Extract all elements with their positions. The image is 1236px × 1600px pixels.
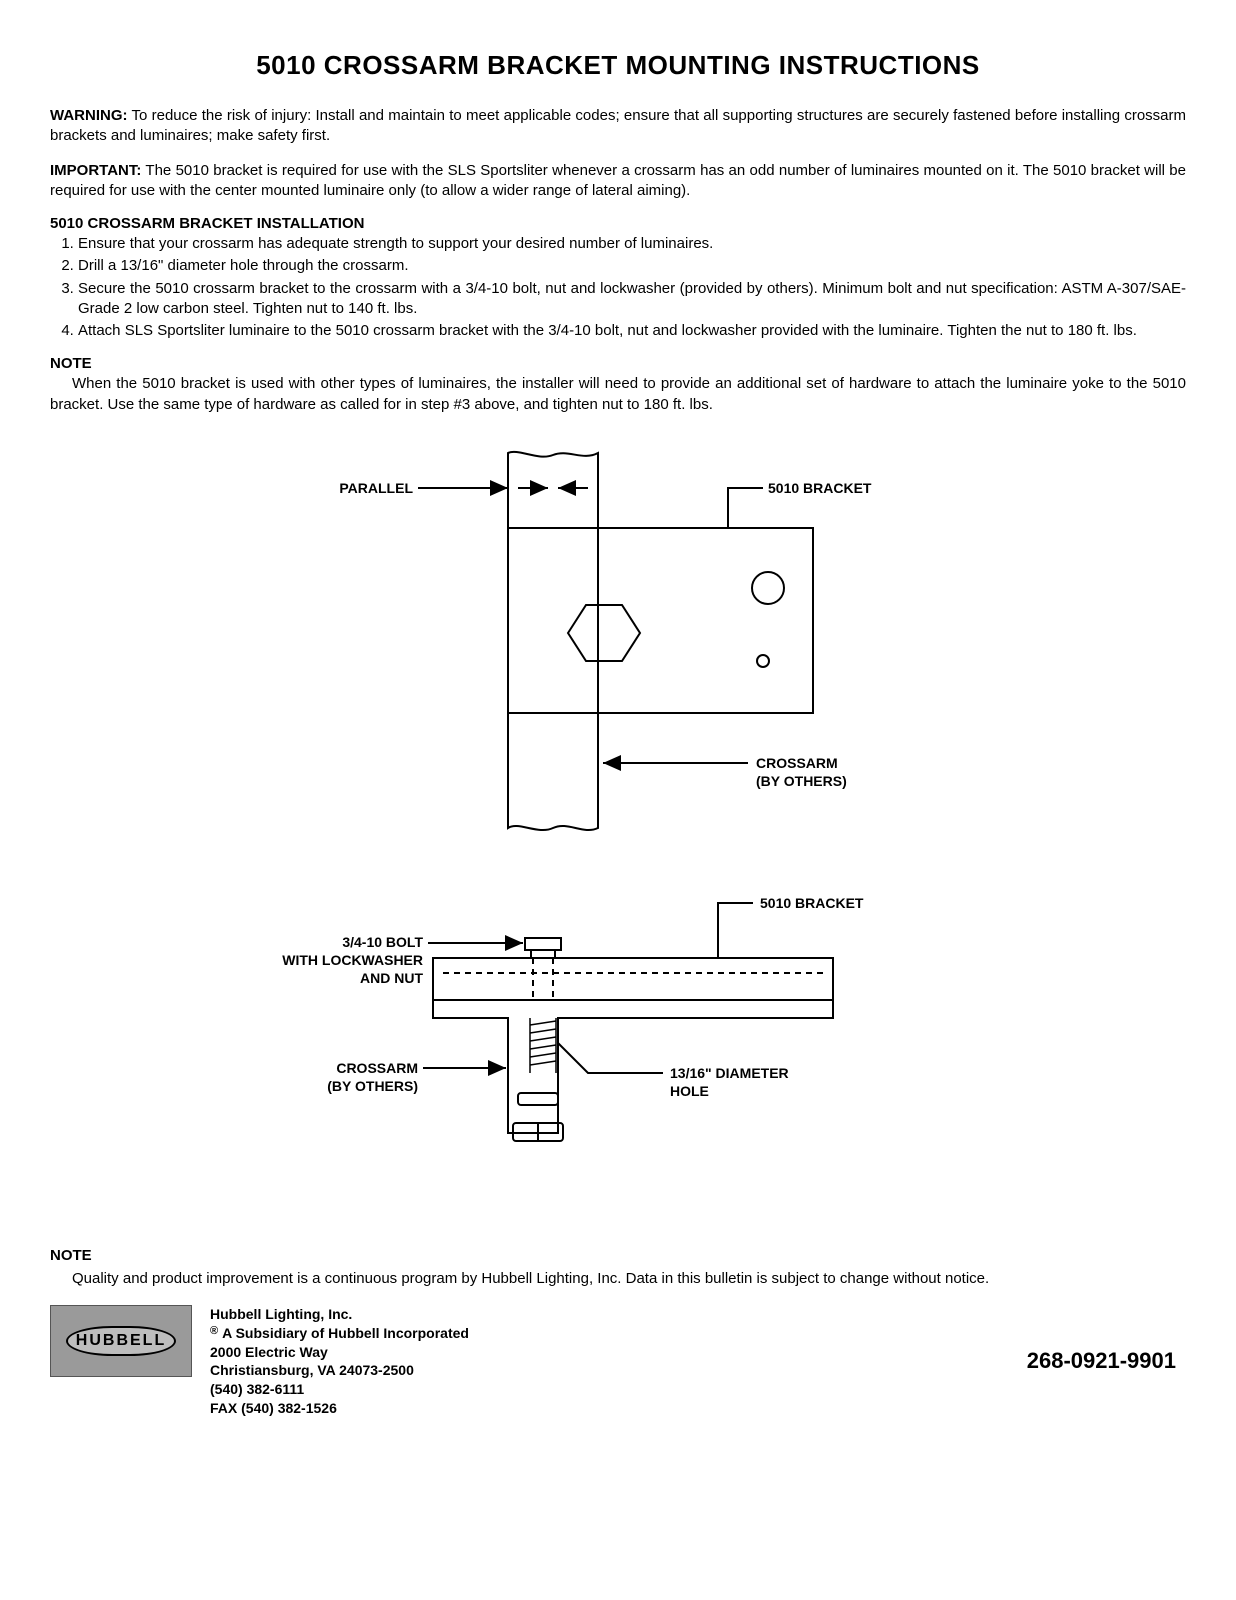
label-bracket-side: 5010 BRACKET: [760, 895, 864, 911]
step-1: Ensure that your crossarm has adequate s…: [78, 234, 1186, 254]
bracket-diagram: PARALLEL 5010 BRACKET CROSSARM (BY OTHER…: [208, 433, 1028, 1233]
important-text: The 5010 bracket is required for use wit…: [50, 162, 1186, 199]
hubbell-logo: HUBBELL: [50, 1305, 192, 1377]
label-by-others-top: (BY OTHERS): [756, 773, 847, 789]
note-body: When the 5010 bracket is used with other…: [50, 374, 1186, 415]
label-crossarm-side: CROSSARM: [336, 1060, 418, 1076]
step-4: Attach SLS Sportsliter luminaire to the …: [78, 321, 1186, 341]
company-sub: A Subsidiary of Hubbell Incorporated: [222, 1325, 469, 1341]
page-title: 5010 CROSSARM BRACKET MOUNTING INSTRUCTI…: [50, 50, 1186, 81]
label-bracket-top: 5010 BRACKET: [768, 480, 872, 496]
warning-paragraph: WARNING: To reduce the risk of injury: I…: [50, 106, 1186, 147]
bottom-note-body: Quality and product improvement is a con…: [50, 1270, 1186, 1287]
company-addr2: Christiansburg, VA 24073-2500: [210, 1361, 469, 1380]
label-parallel: PARALLEL: [339, 480, 413, 496]
footer: HUBBELL Hubbell Lighting, Inc. ® A Subsid…: [50, 1305, 1186, 1418]
document-number: 268-0921-9901: [1027, 1348, 1186, 1374]
install-heading: 5010 CROSSARM BRACKET INSTALLATION: [50, 215, 1186, 232]
label-bolt-1: 3/4-10 BOLT: [342, 934, 423, 950]
important-label: IMPORTANT:: [50, 162, 141, 179]
label-hole-1: 13/16" DIAMETER: [670, 1065, 789, 1081]
label-bolt-2: WITH LOCKWASHER: [282, 952, 423, 968]
label-by-others-side: (BY OTHERS): [327, 1078, 418, 1094]
label-bolt-3: AND NUT: [360, 970, 423, 986]
label-crossarm-top: CROSSARM: [756, 755, 838, 771]
label-hole-2: HOLE: [670, 1083, 709, 1099]
company-fax: FAX (540) 382-1526: [210, 1399, 469, 1418]
note-heading: NOTE: [50, 355, 1186, 372]
install-steps: Ensure that your crossarm has adequate s…: [50, 234, 1186, 341]
step-2: Drill a 13/16" diameter hole through the…: [78, 256, 1186, 276]
company-name: Hubbell Lighting, Inc.: [210, 1305, 469, 1324]
company-phone: (540) 382-6111: [210, 1380, 469, 1399]
company-addr1: 2000 Electric Way: [210, 1343, 469, 1362]
step-3: Secure the 5010 crossarm bracket to the …: [78, 279, 1186, 320]
warning-text: To reduce the risk of injury: Install an…: [50, 107, 1186, 144]
diagram-container: PARALLEL 5010 BRACKET CROSSARM (BY OTHER…: [50, 433, 1186, 1233]
registered-icon: ®: [210, 1325, 218, 1337]
bottom-note-heading: NOTE: [50, 1247, 1186, 1264]
company-block: Hubbell Lighting, Inc. ® A Subsidiary of …: [210, 1305, 469, 1418]
important-paragraph: IMPORTANT: The 5010 bracket is required …: [50, 161, 1186, 202]
logo-text: HUBBELL: [66, 1326, 176, 1356]
warning-label: WARNING:: [50, 107, 128, 124]
